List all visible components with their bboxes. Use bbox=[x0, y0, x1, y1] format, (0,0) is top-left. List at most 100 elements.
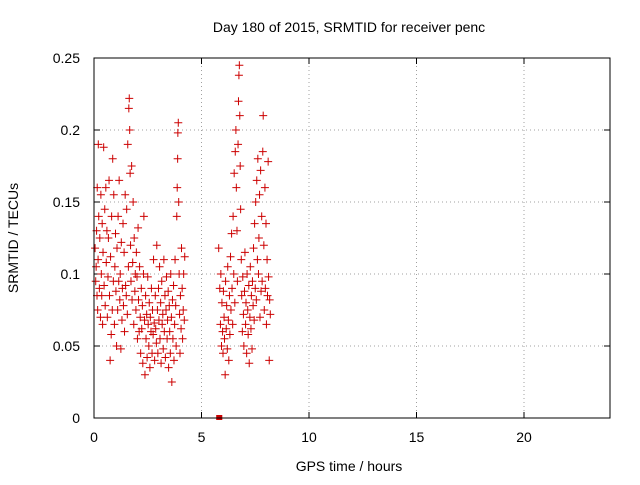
data-point bbox=[100, 205, 109, 214]
data-point bbox=[119, 301, 128, 310]
data-point bbox=[101, 301, 110, 310]
data-point bbox=[94, 255, 103, 264]
data-point bbox=[98, 219, 107, 228]
data-point bbox=[175, 310, 184, 319]
data-point bbox=[243, 306, 252, 314]
data-point bbox=[227, 229, 236, 238]
data-point bbox=[125, 94, 134, 103]
data-point bbox=[113, 306, 122, 314]
data-point bbox=[131, 306, 140, 314]
data-point bbox=[176, 291, 185, 300]
x-tick-label: 20 bbox=[516, 429, 532, 445]
data-point bbox=[255, 190, 264, 199]
data-point bbox=[262, 320, 271, 329]
data-point bbox=[134, 295, 143, 304]
data-point bbox=[136, 349, 145, 358]
data-point bbox=[165, 327, 174, 336]
data-point bbox=[155, 262, 164, 271]
data-point bbox=[119, 219, 128, 228]
data-point bbox=[115, 176, 124, 185]
data-point bbox=[220, 334, 229, 343]
data-point bbox=[221, 370, 230, 379]
data-point bbox=[108, 154, 117, 163]
y-tick-label: 0 bbox=[72, 410, 80, 426]
data-point bbox=[109, 190, 118, 199]
data-point bbox=[157, 277, 166, 286]
data-point bbox=[125, 126, 134, 134]
data-point bbox=[101, 183, 110, 192]
data-point bbox=[151, 324, 160, 333]
data-point bbox=[252, 176, 261, 185]
data-point bbox=[111, 229, 120, 238]
data-point bbox=[102, 226, 111, 235]
data-point bbox=[230, 298, 239, 307]
data-point bbox=[156, 334, 165, 343]
data-point bbox=[240, 287, 249, 296]
data-point bbox=[228, 320, 237, 329]
data-point bbox=[94, 140, 103, 149]
x-tick-label: 10 bbox=[301, 429, 317, 445]
data-point bbox=[247, 291, 256, 300]
data-point bbox=[152, 241, 161, 250]
x-axis-label: GPS time / hours bbox=[296, 458, 403, 474]
data-point bbox=[123, 140, 132, 149]
data-point bbox=[178, 334, 187, 343]
data-point bbox=[169, 356, 178, 365]
data-point bbox=[103, 313, 112, 322]
data-point bbox=[99, 143, 108, 152]
data-point bbox=[97, 270, 106, 278]
data-point bbox=[214, 244, 223, 253]
data-point bbox=[242, 298, 251, 307]
data-point bbox=[171, 301, 180, 310]
data-point bbox=[139, 212, 148, 221]
data-point bbox=[264, 157, 273, 166]
data-point bbox=[154, 316, 163, 325]
data-point bbox=[222, 324, 231, 333]
data-point bbox=[93, 306, 102, 314]
data-point bbox=[173, 128, 182, 137]
data-point bbox=[245, 359, 254, 368]
data-point bbox=[250, 219, 259, 228]
data-point bbox=[112, 342, 121, 350]
data-point bbox=[129, 198, 138, 206]
data-point bbox=[92, 262, 101, 271]
data-point bbox=[153, 349, 162, 358]
data-point bbox=[263, 255, 272, 264]
data-point bbox=[147, 284, 156, 293]
data-point bbox=[168, 334, 177, 343]
data-point bbox=[127, 162, 136, 170]
data-point bbox=[174, 198, 183, 206]
data-point bbox=[249, 244, 258, 253]
data-point bbox=[244, 330, 253, 339]
data-point bbox=[231, 126, 240, 134]
data-point bbox=[106, 356, 115, 365]
data-point bbox=[111, 287, 120, 296]
data-point bbox=[258, 277, 267, 286]
data-point bbox=[252, 295, 261, 304]
data-point bbox=[94, 212, 103, 221]
data-point bbox=[124, 104, 133, 113]
data-point bbox=[177, 324, 186, 333]
data-point bbox=[116, 344, 125, 353]
data-point bbox=[248, 277, 257, 286]
data-point bbox=[158, 320, 167, 329]
data-point bbox=[95, 284, 104, 293]
data-point bbox=[266, 310, 275, 319]
data-point bbox=[160, 291, 169, 300]
data-point bbox=[104, 234, 113, 242]
data-point bbox=[130, 287, 139, 296]
data-point bbox=[164, 363, 173, 372]
data-point bbox=[128, 258, 137, 267]
data-point bbox=[166, 349, 175, 358]
data-point bbox=[141, 291, 150, 300]
data-point bbox=[261, 284, 270, 293]
data-point bbox=[151, 291, 160, 300]
data-point bbox=[103, 272, 112, 281]
data-point bbox=[126, 277, 135, 286]
data-point bbox=[146, 313, 155, 322]
data-point bbox=[139, 270, 148, 278]
data-point bbox=[222, 301, 231, 310]
data-point bbox=[93, 183, 102, 192]
data-point bbox=[179, 306, 188, 314]
